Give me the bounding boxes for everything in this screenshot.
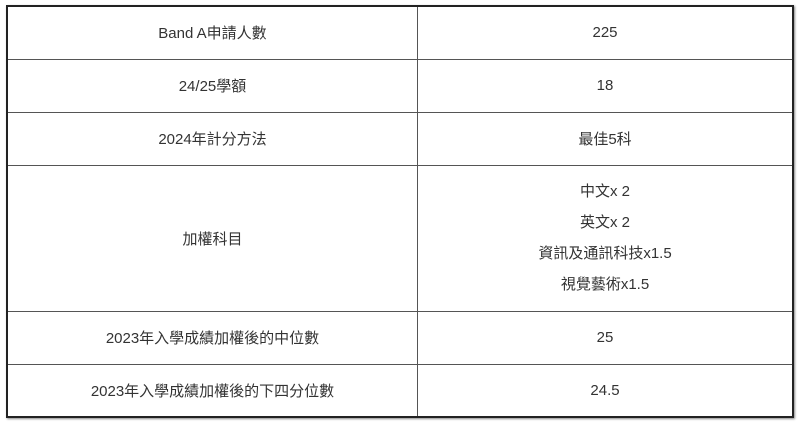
row-label: 加權科目: [6, 164, 418, 312]
weighted-subject: 視覺藝術x1.5: [560, 276, 650, 293]
row-value: 18: [417, 58, 794, 113]
table-row: Band A申請人數 225: [6, 5, 794, 60]
row-value: 225: [417, 5, 794, 60]
table-row: 2023年入學成績加權後的下四分位數 24.5: [6, 363, 794, 418]
table-row: 2024年計分方法 最佳5科: [6, 111, 794, 166]
row-value: 24.5: [417, 363, 794, 418]
table-row: 2023年入學成績加權後的中位數 25: [6, 310, 794, 365]
weighted-subject: 資訊及通訊科技x1.5: [538, 245, 672, 262]
admission-info-table: Band A申請人數 225 24/25學額 18 2024年計分方法 最佳5科…: [6, 5, 794, 418]
row-value: 最佳5科: [417, 111, 794, 166]
weighted-subject: 中文x 2: [579, 183, 630, 200]
row-label: Band A申請人數: [6, 5, 418, 60]
table-row: 24/25學額 18: [6, 58, 794, 113]
weighted-subjects-cell: 中文x 2 英文x 2 資訊及通訊科技x1.5 視覺藝術x1.5: [417, 164, 794, 312]
weighted-subject: 英文x 2: [579, 214, 630, 231]
row-label: 2023年入學成績加權後的中位數: [6, 310, 418, 365]
row-value: 25: [417, 310, 794, 365]
row-label: 2023年入學成績加權後的下四分位數: [6, 363, 418, 418]
row-label: 2024年計分方法: [6, 111, 418, 166]
table-row: 加權科目 中文x 2 英文x 2 資訊及通訊科技x1.5 視覺藝術x1.5: [6, 164, 794, 312]
row-label: 24/25學額: [6, 58, 418, 113]
